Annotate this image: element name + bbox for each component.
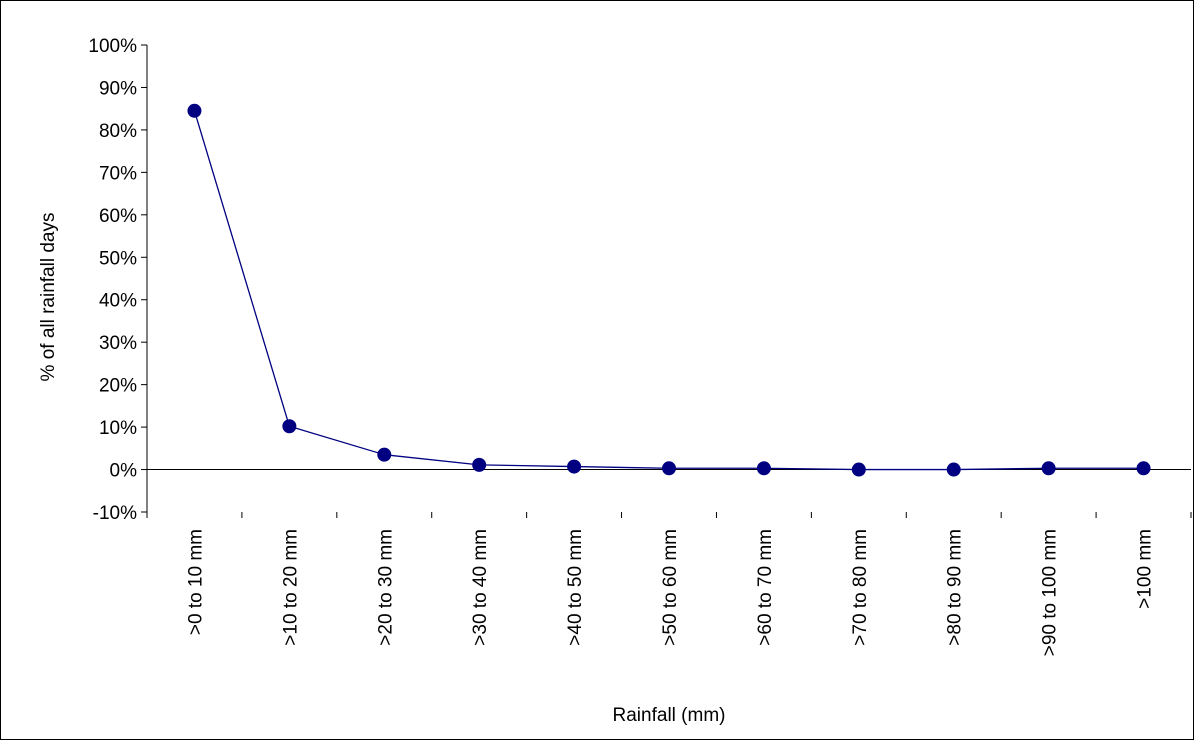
y-tick-label: 0% (110, 461, 138, 482)
y-tick-label: 20% (99, 376, 137, 397)
series-line (193, 110, 1144, 471)
x-tick-label: >0 to 10 mm (185, 529, 206, 635)
y-axis: -10% 0% 10% 20% 30% 40% 50% 60% 70% 80% 90% 100% (88, 36, 148, 524)
y-tick-label: 60% (99, 206, 137, 227)
x-tick-label: >70 to 80 mm (850, 529, 871, 646)
x-tick-label: >50 to 60 mm (660, 529, 681, 646)
data-point (851, 462, 866, 477)
y-tick-label: -10% (93, 503, 137, 524)
y-tick-label: 70% (99, 163, 137, 184)
y-tick-label: 10% (99, 418, 137, 439)
y-tick-label: 40% (99, 291, 137, 312)
data-point (472, 457, 487, 472)
x-tick-label: >10 to 20 mm (280, 529, 301, 646)
y-axis-title: % of all rainfall days (38, 213, 59, 382)
x-tick-label: >30 to 40 mm (470, 529, 491, 646)
y-tick-label: 90% (99, 78, 137, 99)
data-point (756, 461, 771, 476)
x-tick-label: >100 mm (1135, 529, 1156, 609)
x-tick-label: >80 to 90 mm (945, 529, 966, 646)
series-group (187, 103, 1151, 477)
data-point (1041, 461, 1056, 476)
x-axis-title: Rainfall (mm) (613, 705, 726, 726)
data-point (662, 461, 676, 476)
y-tick-label: 30% (99, 333, 137, 354)
data-point (567, 459, 582, 474)
data-point (946, 462, 961, 477)
data-point (1136, 461, 1151, 476)
x-tick-label: >90 to 100 mm (1040, 529, 1061, 656)
x-axis: >0 to 10 mm >10 to 20 mm >20 to 30 mm >30 t… (146, 469, 1192, 656)
x-tick-label: >40 to 50 mm (565, 529, 586, 646)
y-tick-label: 80% (99, 121, 137, 142)
data-point (377, 447, 392, 462)
x-tick-label: >60 to 70 mm (755, 529, 776, 646)
y-tick-label: 100% (88, 36, 137, 57)
data-point (282, 419, 297, 434)
x-tick-label: >20 to 30 mm (375, 529, 396, 646)
y-tick-label: 50% (99, 248, 137, 269)
data-point (187, 103, 202, 118)
